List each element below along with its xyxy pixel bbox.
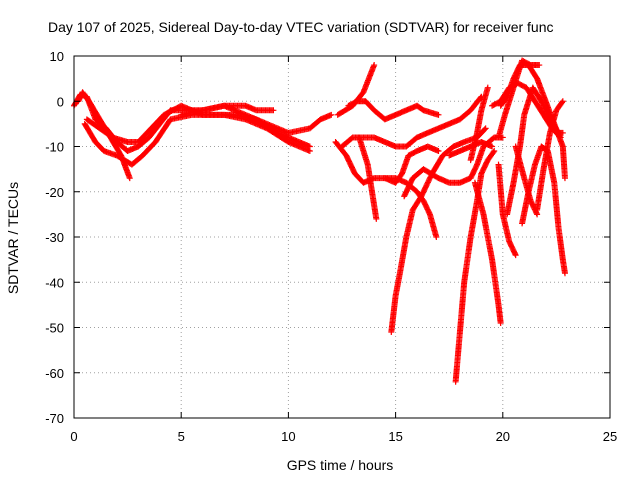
- series-4: [81, 111, 313, 168]
- data-point: [126, 175, 133, 182]
- series-20: [495, 57, 543, 141]
- y-tick-label: -40: [45, 275, 64, 290]
- y-tick-label: -20: [45, 185, 64, 200]
- x-tick-label: 15: [388, 429, 402, 444]
- data-points: [71, 57, 568, 385]
- y-tick-label: 10: [50, 49, 64, 64]
- data-point: [559, 129, 566, 136]
- data-point: [481, 126, 488, 133]
- data-point: [484, 84, 491, 91]
- data-point: [489, 143, 496, 150]
- series-25: [512, 143, 541, 218]
- data-point: [270, 107, 277, 114]
- chart-title: Day 107 of 2025, Sidereal Day-to-day VTE…: [48, 19, 554, 35]
- axes: 0 5 10 15 20 25 10 0 -10 -20 -30 -40 -50 -60 -70: [45, 49, 617, 444]
- data-point: [491, 148, 498, 155]
- series-8: [332, 138, 442, 186]
- data-point: [373, 215, 380, 222]
- y-axis-label: SDTVAR / TECUs: [5, 182, 21, 294]
- x-tick-label: 20: [496, 429, 510, 444]
- x-axis-label: GPS time / hours: [287, 457, 394, 473]
- data-point: [536, 62, 543, 69]
- data-point: [306, 143, 313, 150]
- data-point: [371, 62, 378, 69]
- series-15: [452, 148, 498, 385]
- series-17: [467, 84, 491, 164]
- y-tick-label: -60: [45, 366, 64, 381]
- series-10: [356, 134, 380, 222]
- x-tick-label: 25: [603, 429, 617, 444]
- data-point: [559, 98, 566, 105]
- x-tick-label: 10: [281, 429, 295, 444]
- data-point: [561, 270, 568, 277]
- series-2: [75, 89, 133, 182]
- y-tick-label: -30: [45, 230, 64, 245]
- y-tick-label: -70: [45, 411, 64, 426]
- x-tick-label: 0: [70, 429, 77, 444]
- data-point: [490, 149, 497, 156]
- series-5: [178, 102, 277, 118]
- series-9: [345, 98, 442, 123]
- data-point: [482, 125, 489, 132]
- data-point: [497, 319, 504, 326]
- data-point: [435, 111, 442, 118]
- data-point: [512, 252, 519, 259]
- data-point: [328, 111, 335, 118]
- series-14: [446, 138, 496, 159]
- data-point: [559, 99, 566, 106]
- data-point: [433, 234, 440, 240]
- y-tick-label: -10: [45, 140, 64, 155]
- data-point: [534, 211, 541, 218]
- series-11: [381, 175, 440, 240]
- y-tick-label: 0: [57, 94, 64, 109]
- series-21: [495, 161, 519, 259]
- series-16: [471, 179, 504, 326]
- y-tick-label: -50: [45, 321, 64, 336]
- series-7: [339, 93, 485, 150]
- x-tick-label: 5: [178, 429, 185, 444]
- data-point: [561, 175, 568, 182]
- series-24: [534, 98, 566, 213]
- data-point: [435, 148, 442, 155]
